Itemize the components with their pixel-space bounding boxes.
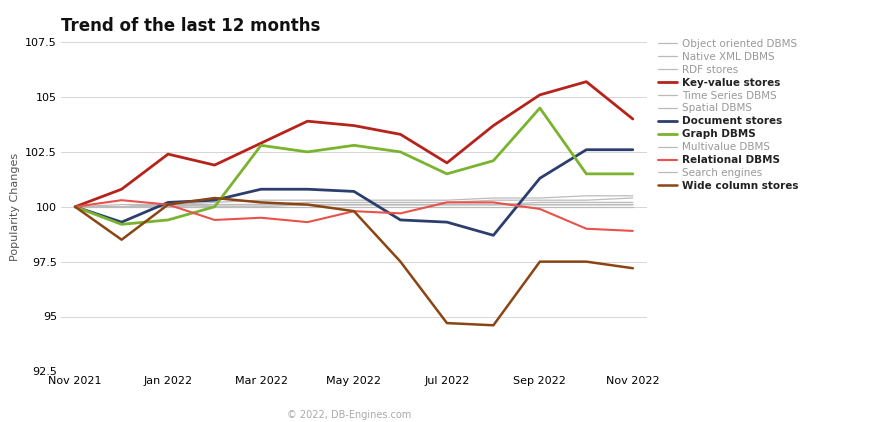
Y-axis label: Popularity Changes: Popularity Changes bbox=[10, 153, 20, 261]
Text: Trend of the last 12 months: Trend of the last 12 months bbox=[61, 17, 321, 35]
Text: © 2022, DB-Engines.com: © 2022, DB-Engines.com bbox=[288, 410, 412, 420]
Legend: Object oriented DBMS, Native XML DBMS, RDF stores, Key-value stores, Time Series: Object oriented DBMS, Native XML DBMS, R… bbox=[658, 39, 799, 191]
